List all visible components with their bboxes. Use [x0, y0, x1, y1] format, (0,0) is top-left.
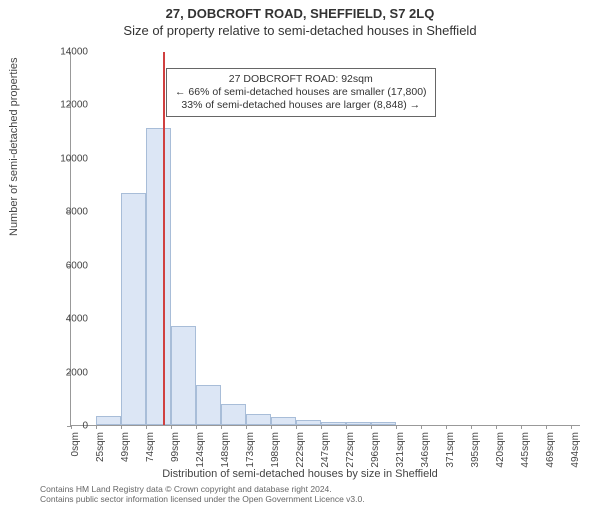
- x-tick-label: 371sqm: [445, 432, 456, 472]
- y-tick-label: 4000: [38, 314, 88, 325]
- x-tick-mark: [421, 425, 422, 429]
- x-tick-mark: [371, 425, 372, 429]
- footer-attribution: Contains HM Land Registry data © Crown c…: [40, 484, 365, 504]
- x-tick-mark: [246, 425, 247, 429]
- plot-area: 27 DOBCROFT ROAD: 92sqm← 66% of semi-det…: [70, 52, 580, 426]
- y-tick-label: 14000: [38, 47, 88, 58]
- annotation-line: 27 DOBCROFT ROAD: 92sqm: [175, 73, 427, 86]
- footer-line2: Contains public sector information licen…: [40, 494, 365, 504]
- x-tick-label: 222sqm: [295, 432, 306, 472]
- x-tick-label: 148sqm: [220, 432, 231, 472]
- x-tick-mark: [171, 425, 172, 429]
- histogram-bar: [171, 326, 196, 425]
- x-tick-label: 0sqm: [70, 432, 81, 472]
- x-tick-label: 445sqm: [520, 432, 531, 472]
- x-tick-mark: [121, 425, 122, 429]
- x-tick-label: 494sqm: [570, 432, 581, 472]
- histogram-bar: [121, 193, 146, 425]
- x-tick-mark: [196, 425, 197, 429]
- x-tick-label: 272sqm: [345, 432, 356, 472]
- histogram-bar: [96, 416, 121, 425]
- x-tick-mark: [146, 425, 147, 429]
- annotation-line: ← 66% of semi-detached houses are smalle…: [175, 86, 427, 99]
- x-tick-label: 420sqm: [495, 432, 506, 472]
- histogram-bar: [346, 422, 371, 425]
- histogram-bar: [321, 422, 346, 425]
- x-tick-mark: [571, 425, 572, 429]
- x-tick-mark: [346, 425, 347, 429]
- chart-title: Size of property relative to semi-detach…: [0, 23, 600, 38]
- x-tick-label: 124sqm: [195, 432, 206, 472]
- footer-line1: Contains HM Land Registry data © Crown c…: [40, 484, 332, 494]
- y-tick-label: 0: [38, 421, 88, 432]
- x-tick-mark: [296, 425, 297, 429]
- x-tick-mark: [221, 425, 222, 429]
- y-tick-label: 10000: [38, 153, 88, 164]
- x-tick-label: 346sqm: [420, 432, 431, 472]
- y-tick-label: 12000: [38, 100, 88, 111]
- histogram-bar: [246, 414, 271, 425]
- histogram-bar: [271, 417, 296, 425]
- x-tick-label: 173sqm: [245, 432, 256, 472]
- x-tick-mark: [546, 425, 547, 429]
- x-tick-label: 395sqm: [470, 432, 481, 472]
- x-tick-label: 321sqm: [395, 432, 406, 472]
- annotation-line: 33% of semi-detached houses are larger (…: [175, 99, 427, 112]
- y-axis-label: Number of semi-detached properties: [8, 57, 20, 236]
- x-tick-label: 469sqm: [545, 432, 556, 472]
- histogram-bar: [146, 128, 171, 425]
- x-tick-label: 49sqm: [120, 432, 131, 472]
- histogram-bar: [296, 420, 321, 425]
- reference-line: [163, 52, 165, 425]
- x-tick-label: 296sqm: [370, 432, 381, 472]
- histogram-bar: [371, 422, 396, 425]
- x-tick-label: 99sqm: [170, 432, 181, 472]
- x-tick-mark: [271, 425, 272, 429]
- histogram-bar: [196, 385, 221, 425]
- x-tick-label: 25sqm: [95, 432, 106, 472]
- histogram-bar: [221, 404, 246, 425]
- x-tick-mark: [396, 425, 397, 429]
- x-tick-mark: [446, 425, 447, 429]
- chart-suptitle: 27, DOBCROFT ROAD, SHEFFIELD, S7 2LQ: [0, 6, 600, 21]
- x-tick-mark: [321, 425, 322, 429]
- x-tick-mark: [521, 425, 522, 429]
- x-tick-label: 247sqm: [320, 432, 331, 472]
- x-tick-mark: [471, 425, 472, 429]
- x-tick-label: 198sqm: [270, 432, 281, 472]
- y-tick-label: 6000: [38, 260, 88, 271]
- x-tick-label: 74sqm: [145, 432, 156, 472]
- x-tick-mark: [96, 425, 97, 429]
- x-tick-mark: [496, 425, 497, 429]
- annotation-box: 27 DOBCROFT ROAD: 92sqm← 66% of semi-det…: [166, 68, 436, 117]
- y-tick-label: 2000: [38, 367, 88, 378]
- y-tick-label: 8000: [38, 207, 88, 218]
